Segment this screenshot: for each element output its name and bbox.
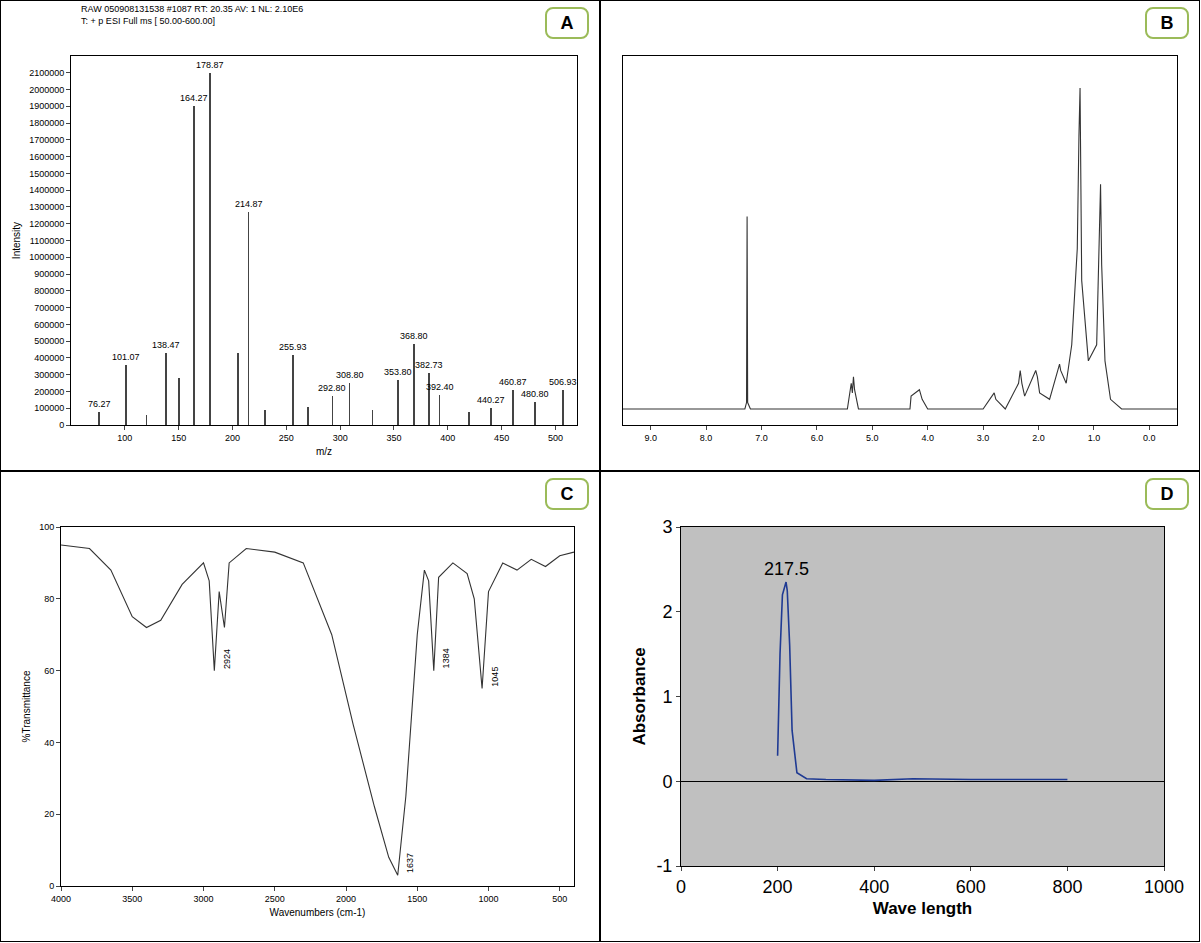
svg-text:3.0: 3.0 — [977, 433, 990, 443]
svg-text:1400000: 1400000 — [29, 185, 64, 195]
svg-text:2.0: 2.0 — [1032, 433, 1045, 443]
svg-text:800000: 800000 — [34, 286, 64, 296]
svg-text:2100000: 2100000 — [29, 68, 64, 78]
svg-text:1900000: 1900000 — [29, 101, 64, 111]
svg-text:255.93: 255.93 — [279, 342, 307, 352]
svg-text:138.47: 138.47 — [152, 340, 180, 350]
svg-text:3: 3 — [662, 517, 672, 537]
svg-text:76.27: 76.27 — [88, 399, 111, 409]
svg-text:0: 0 — [49, 881, 54, 891]
html-text:D: D — [1160, 484, 1174, 504]
svg-text:101.07: 101.07 — [112, 352, 140, 362]
svg-text:400: 400 — [859, 877, 889, 897]
svg-text:100: 100 — [39, 522, 54, 532]
svg-text:100000: 100000 — [34, 403, 64, 413]
svg-text:800: 800 — [1052, 877, 1082, 897]
svg-text:-1: -1 — [656, 856, 672, 876]
svg-text:RAW 050908131538 #1087 RT: 20.: RAW 050908131538 #1087 RT: 20.35 AV: 1 N… — [81, 4, 303, 26]
svg-text:0: 0 — [676, 877, 686, 897]
svg-text:1100000: 1100000 — [30, 236, 64, 246]
svg-text:Wavenumbers (cm-1): Wavenumbers (cm-1) — [270, 907, 366, 918]
svg-text:6.0: 6.0 — [811, 433, 824, 443]
svg-text:392.40: 392.40 — [426, 382, 454, 392]
svg-text:350: 350 — [386, 433, 401, 443]
svg-text:100: 100 — [117, 433, 132, 443]
svg-text:1200000: 1200000 — [29, 219, 64, 229]
svg-text:217.5: 217.5 — [764, 559, 809, 579]
svg-text:1000: 1000 — [1144, 877, 1184, 897]
svg-text:0.0: 0.0 — [1143, 433, 1156, 443]
svg-text:164.27: 164.27 — [180, 93, 208, 103]
svg-text:400000: 400000 — [34, 353, 64, 363]
svg-text:2000000: 2000000 — [29, 85, 64, 95]
svg-text:8.0: 8.0 — [700, 433, 713, 443]
svg-text:600000: 600000 — [34, 320, 64, 330]
svg-text:500000: 500000 — [34, 336, 64, 346]
svg-text:460.87: 460.87 — [499, 377, 527, 387]
svg-text:80: 80 — [44, 594, 54, 604]
svg-text:382.73: 382.73 — [415, 360, 443, 370]
svg-text:200000: 200000 — [34, 387, 64, 397]
svg-text:1700000: 1700000 — [29, 135, 64, 145]
svg-text:1500: 1500 — [407, 894, 427, 904]
svg-text:300: 300 — [333, 433, 348, 443]
svg-text:506.93: 506.93 — [549, 377, 577, 387]
svg-text:178.87: 178.87 — [196, 60, 224, 70]
svg-text:3500: 3500 — [122, 894, 142, 904]
svg-text:1300000: 1300000 — [29, 202, 64, 212]
svg-text:200: 200 — [763, 877, 793, 897]
svg-text:1800000: 1800000 — [29, 118, 64, 128]
svg-text:20: 20 — [44, 809, 54, 819]
svg-text:308.80: 308.80 — [336, 370, 364, 380]
svg-text:1045: 1045 — [490, 667, 500, 687]
svg-text:Wave length: Wave length — [873, 899, 973, 918]
svg-text:600: 600 — [956, 877, 986, 897]
svg-text:1637: 1637 — [405, 853, 415, 873]
svg-text:353.80: 353.80 — [384, 367, 412, 377]
svg-text:2500: 2500 — [265, 894, 285, 904]
svg-text:214.87: 214.87 — [235, 199, 263, 209]
svg-text:400: 400 — [440, 433, 455, 443]
svg-text:292.80: 292.80 — [318, 383, 346, 393]
svg-text:40: 40 — [44, 738, 54, 748]
svg-text:1: 1 — [662, 687, 672, 707]
svg-text:4.0: 4.0 — [921, 433, 934, 443]
svg-text:200: 200 — [225, 433, 240, 443]
svg-text:%Transmittance: %Transmittance — [21, 670, 32, 742]
svg-text:4000: 4000 — [51, 894, 71, 904]
svg-text:0: 0 — [662, 772, 672, 792]
svg-text:480.80: 480.80 — [521, 389, 549, 399]
svg-text:440.27: 440.27 — [477, 395, 505, 405]
svg-text:500: 500 — [552, 894, 567, 904]
html-text:A: A — [560, 13, 574, 33]
svg-text:2924: 2924 — [222, 649, 232, 669]
svg-text:700000: 700000 — [34, 303, 64, 313]
svg-text:2: 2 — [662, 602, 672, 622]
svg-text:368.80: 368.80 — [400, 331, 428, 341]
svg-text:Intensity: Intensity — [11, 222, 22, 259]
svg-text:250: 250 — [279, 433, 294, 443]
svg-text:1.0: 1.0 — [1088, 433, 1101, 443]
svg-text:150: 150 — [171, 433, 186, 443]
svg-text:1000: 1000 — [478, 894, 498, 904]
svg-text:1600000: 1600000 — [29, 152, 64, 162]
svg-text:m/z: m/z — [316, 446, 332, 457]
svg-text:9.0: 9.0 — [644, 433, 657, 443]
svg-text:60: 60 — [44, 666, 54, 676]
svg-text:450: 450 — [494, 433, 509, 443]
svg-text:1000000: 1000000 — [29, 252, 64, 262]
svg-text:0: 0 — [59, 420, 64, 430]
svg-text:5.0: 5.0 — [866, 433, 879, 443]
svg-text:7.0: 7.0 — [755, 433, 768, 443]
svg-text:900000: 900000 — [34, 269, 64, 279]
svg-text:300000: 300000 — [34, 370, 64, 380]
html-text:C: C — [560, 484, 574, 504]
svg-text:Absorbance: Absorbance — [630, 647, 649, 745]
html-text:B: B — [1160, 13, 1174, 33]
svg-text:3000: 3000 — [193, 894, 213, 904]
svg-text:1384: 1384 — [441, 648, 451, 668]
svg-text:500: 500 — [548, 433, 563, 443]
svg-text:1500000: 1500000 — [29, 169, 64, 179]
svg-text:2000: 2000 — [336, 894, 356, 904]
